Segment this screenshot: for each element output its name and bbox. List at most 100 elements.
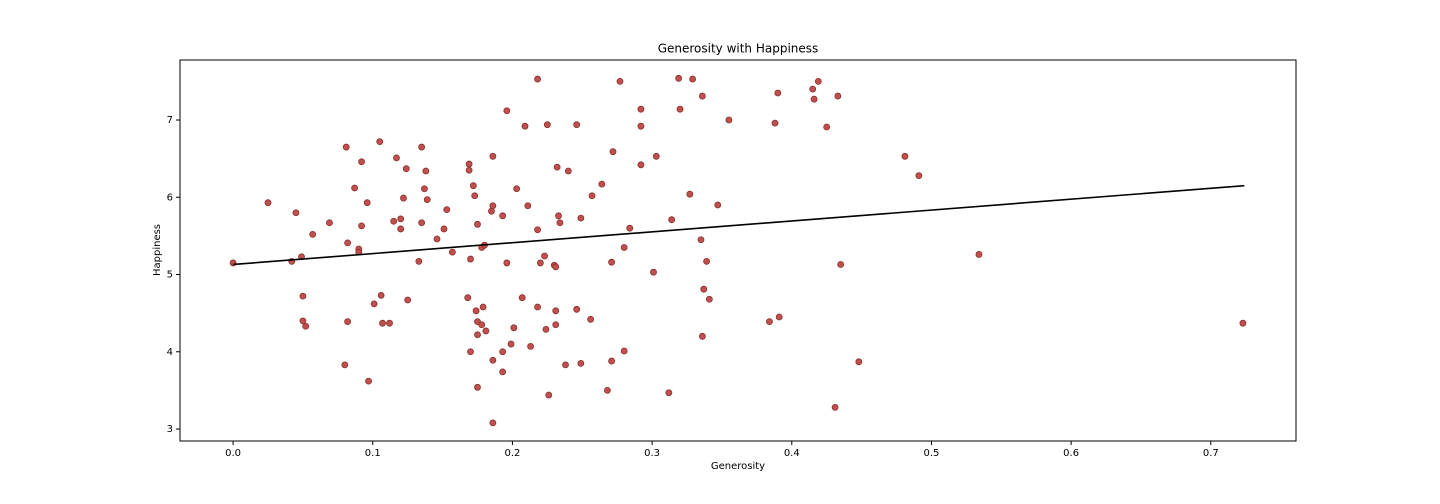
scatter-point — [302, 322, 310, 330]
scatter-point — [358, 222, 365, 230]
scatter-point — [524, 202, 532, 210]
scatter-point — [564, 167, 572, 175]
scatter-point — [814, 77, 822, 85]
scatter-point — [626, 224, 634, 232]
scatter-point — [676, 105, 684, 113]
scatter-point — [499, 348, 507, 356]
scatter-point — [698, 332, 706, 340]
scatter-point — [608, 258, 615, 266]
scatter-point — [521, 122, 529, 130]
scatter-point — [365, 377, 372, 385]
scatter-point — [534, 226, 541, 234]
scatter-point — [422, 167, 430, 175]
y-tick-label: 4 — [167, 347, 173, 358]
scatter-point — [552, 307, 560, 315]
scatter-point — [499, 368, 507, 376]
x-tick-label: 0.1 — [365, 448, 381, 459]
scatter-point — [543, 121, 551, 129]
scatter-point — [370, 300, 378, 308]
scatter-point — [573, 305, 581, 313]
scatter-point — [482, 327, 490, 335]
x-tick-label: 0.5 — [923, 448, 939, 459]
scatter-point — [620, 347, 628, 355]
scatter-point — [609, 148, 617, 156]
scatter-point — [714, 201, 722, 209]
scatter-point — [448, 248, 456, 256]
scatter-point — [474, 220, 481, 228]
scatter-point — [386, 319, 393, 327]
scatter-point — [474, 331, 481, 339]
scatter-point — [418, 219, 426, 227]
regression-line — [233, 184, 1245, 266]
scatter-point — [810, 95, 818, 103]
x-tick-label: 0.0 — [225, 448, 241, 459]
scatter-point — [415, 257, 423, 265]
scatter-point — [686, 190, 694, 198]
scatter-point — [665, 389, 673, 397]
scatter-point — [536, 259, 544, 267]
scatter-point — [507, 340, 515, 348]
scatter-point — [465, 160, 473, 168]
scatter-point — [421, 185, 428, 193]
y-tick-label: 7 — [167, 115, 173, 126]
scatter-point — [423, 196, 431, 203]
scatter-point — [553, 163, 561, 171]
scatter-point — [705, 295, 713, 303]
scatter-point — [299, 292, 307, 300]
scatter-point — [292, 209, 300, 217]
scatter-point — [351, 184, 358, 192]
scatter-point — [518, 294, 526, 302]
scatter-point — [377, 291, 385, 299]
scatter-point — [809, 85, 817, 93]
scatter-point — [440, 225, 448, 233]
scatter-point — [404, 296, 412, 304]
scatter-point — [534, 75, 541, 83]
scatter-point — [698, 92, 706, 100]
scatter-point — [774, 89, 782, 97]
scatter-point — [637, 161, 645, 169]
y-tick-label: 6 — [167, 192, 173, 203]
scatter-point — [552, 263, 560, 271]
plot-frame — [179, 59, 1297, 442]
scatter-point — [443, 206, 451, 214]
x-tick-label: 0.3 — [644, 448, 660, 459]
scatter-point — [552, 321, 560, 329]
scatter-point — [344, 239, 352, 247]
scatter-point — [604, 387, 611, 394]
scatter-point — [464, 294, 472, 302]
scatter-point — [341, 361, 349, 369]
scatter-point — [831, 403, 839, 411]
scatter-point — [489, 356, 497, 364]
scatter-point — [598, 180, 606, 188]
scatter-point — [513, 185, 521, 193]
scatter-point — [376, 138, 384, 146]
scatter-point — [474, 383, 481, 391]
scatter-point — [264, 199, 272, 207]
scatter-point — [534, 303, 541, 311]
scatter-point — [469, 182, 477, 190]
x-axis-label: Generosity — [711, 461, 765, 472]
scatter-point — [541, 252, 548, 260]
scatter-point — [587, 315, 595, 323]
scatter-point — [837, 261, 845, 268]
scatter-point — [467, 348, 474, 356]
scatter-point — [465, 166, 473, 174]
scatter-point — [479, 303, 487, 311]
scatter-point — [342, 143, 350, 151]
scatter-point — [556, 219, 564, 227]
scatter-point — [637, 105, 645, 113]
scatter-point — [766, 318, 773, 326]
scatter-point — [608, 357, 615, 365]
scatter-point — [855, 358, 863, 366]
scatter-point — [489, 202, 497, 210]
scatter-point — [379, 319, 386, 327]
x-tick-label: 0.4 — [784, 448, 800, 459]
scatter-point — [510, 324, 518, 332]
scatter-point — [397, 225, 405, 233]
scatter-point — [527, 342, 534, 350]
y-tick-label: 5 — [167, 270, 173, 281]
scatter-point — [467, 255, 474, 263]
scatter-point — [402, 165, 410, 173]
scatter-point — [834, 92, 842, 100]
scatter-point — [433, 235, 441, 243]
